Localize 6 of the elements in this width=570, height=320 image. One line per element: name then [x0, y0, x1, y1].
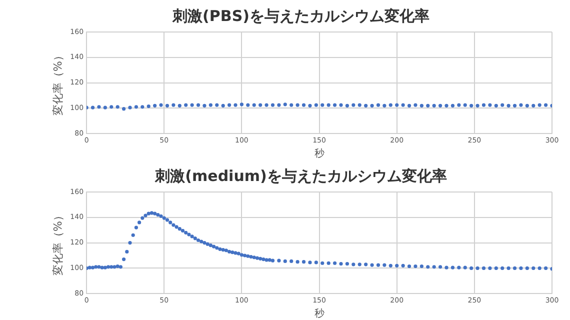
x-axis-title: 秒	[314, 148, 324, 160]
chart-title: 刺激(medium)を与えたカルシウム変化率	[154, 166, 447, 185]
y-axis-title: 変化率（%）	[51, 50, 64, 116]
chart-title: 刺激(PBS)を与えたカルシウム変化率	[172, 6, 430, 25]
x-axis-title: 秒	[314, 308, 324, 320]
y-axis-title: 変化率（%）	[51, 210, 64, 276]
